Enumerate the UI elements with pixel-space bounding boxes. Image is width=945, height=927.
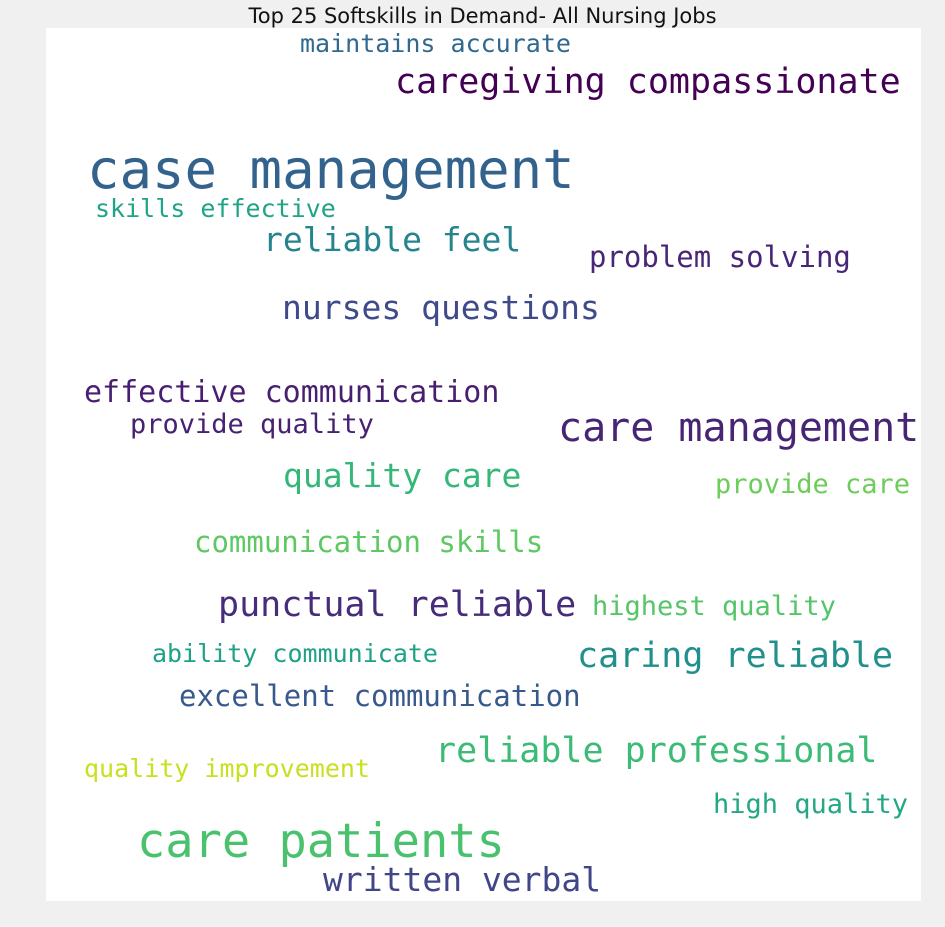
word-highest-quality: highest quality xyxy=(592,591,836,622)
word-case-management: case management xyxy=(87,138,575,201)
word-written-verbal: written verbal xyxy=(323,860,602,899)
word-excellent-communication: excellent communication xyxy=(179,679,581,713)
word-punctual-reliable: punctual reliable xyxy=(218,585,577,625)
word-caring-reliable: caring reliable xyxy=(577,636,894,676)
word-ability-communicate: ability communicate xyxy=(152,639,438,668)
word-care-management: care management xyxy=(558,405,920,451)
word-provide-quality: provide quality xyxy=(130,409,374,440)
word-caregiving-compassionate: caregiving compassionate xyxy=(395,62,901,102)
word-high-quality: high quality xyxy=(713,789,909,820)
word-problem-solving: problem solving xyxy=(589,240,851,274)
chart-title: Top 25 Softskills in Demand- All Nursing… xyxy=(248,4,717,28)
word-quality-improvement: quality improvement xyxy=(84,754,370,783)
word-communication-skills: communication skills xyxy=(194,525,544,559)
word-cloud-canvas: case management care patients care managem… xyxy=(46,28,921,901)
word-quality-care: quality care xyxy=(283,456,522,495)
word-skills-effective: skills effective xyxy=(95,194,336,223)
word-effective-communication: effective communication xyxy=(84,375,500,410)
word-maintains-accurate: maintains accurate xyxy=(300,29,571,58)
word-care-patients: care patients xyxy=(137,814,505,869)
word-provide-care: provide care xyxy=(715,469,911,500)
word-reliable-professional: reliable professional xyxy=(435,731,878,771)
word-nurses-questions: nurses questions xyxy=(282,288,600,327)
word-reliable-feel: reliable feel xyxy=(263,220,522,259)
